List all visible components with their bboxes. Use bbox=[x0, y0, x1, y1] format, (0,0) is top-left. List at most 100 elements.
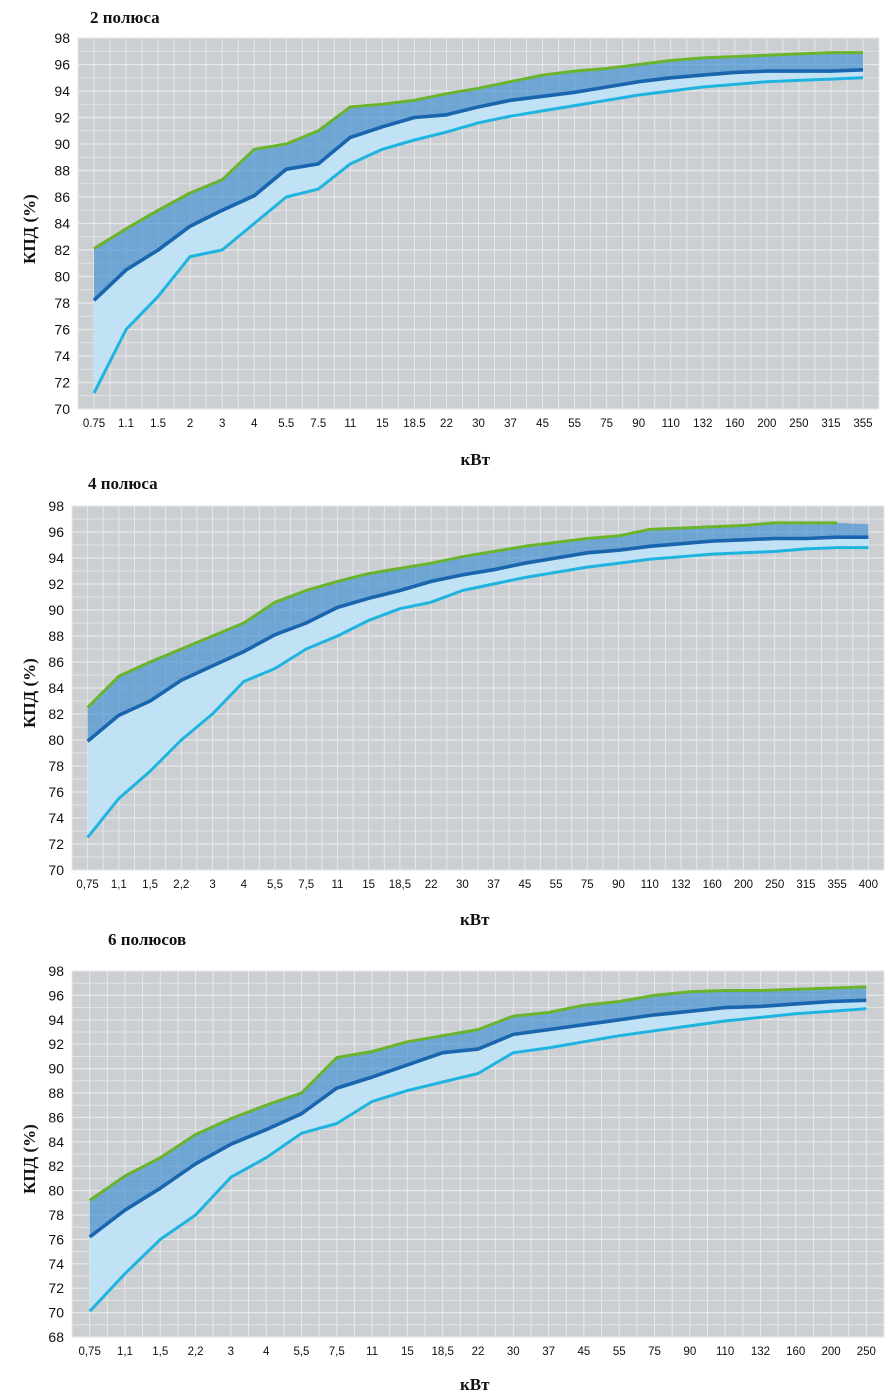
x-tick-label: 250 bbox=[857, 1346, 876, 1358]
x-tick-label: 132 bbox=[671, 879, 690, 891]
series-line-light-blue bbox=[86, 546, 869, 839]
chart-svg: 70 72 74 76 78 80 82 84 86 88 90 92 94 96 98 0.75 1.1 1.5… bbox=[54, 30, 880, 430]
chart-svg: 68 70 72 74 76 78 80 82 84 86 88 90 92 94 96 98 0,75 1,1 1… bbox=[48, 963, 885, 1358]
x-tick-label: 1,5 bbox=[152, 1346, 168, 1358]
series-line-dark-blue bbox=[86, 535, 869, 743]
chart-svg: 70 72 74 76 78 80 82 84 86 88 90 92 94 96 98 0,75 1,1 1,5… bbox=[48, 498, 885, 891]
x-tick-label: 315 bbox=[821, 418, 840, 430]
x-tick-label: 0,75 bbox=[78, 1346, 100, 1358]
y-tick-label: 74 bbox=[54, 348, 70, 364]
y-tick-label: 88 bbox=[54, 163, 70, 179]
x-tick-label: 5.5 bbox=[278, 418, 294, 430]
high-efficiency-band bbox=[87, 522, 869, 742]
y-tick-label: 92 bbox=[48, 1036, 64, 1052]
y-tick-label: 88 bbox=[48, 628, 64, 644]
series-line-dark-blue bbox=[88, 998, 867, 1239]
x-tick-label: 3 bbox=[228, 1346, 234, 1358]
high-efficiency-band bbox=[89, 986, 867, 1237]
x-tick-label: 1.5 bbox=[150, 418, 166, 430]
y-tick-label: 82 bbox=[48, 1158, 64, 1174]
x-tick-label: 1,1 bbox=[117, 1346, 133, 1358]
y-tick-label: 84 bbox=[48, 680, 64, 696]
x-tick-label: 30 bbox=[507, 1346, 520, 1358]
x-tick-label: 37 bbox=[487, 879, 500, 891]
chart-title: 6 полюсов bbox=[108, 930, 187, 949]
series-line-light-blue bbox=[88, 1007, 867, 1313]
y-tick-label: 78 bbox=[48, 1207, 64, 1223]
x-tick-label: 45 bbox=[578, 1346, 591, 1358]
x-tick-label: 4 bbox=[263, 1346, 270, 1358]
x-tick-label: 400 bbox=[859, 879, 878, 891]
y-tick-label: 72 bbox=[54, 375, 70, 391]
x-tick-label: 18,5 bbox=[432, 1346, 454, 1358]
x-tick-label: 4 bbox=[241, 879, 248, 891]
x-tick-label: 15 bbox=[376, 418, 389, 430]
y-tick-label: 96 bbox=[54, 57, 70, 73]
x-tick-label: 5,5 bbox=[267, 879, 283, 891]
x-tick-label: 45 bbox=[518, 879, 531, 891]
series-line-dark-blue bbox=[92, 68, 864, 302]
y-tick-label: 78 bbox=[48, 758, 64, 774]
y-tick-label: 80 bbox=[48, 732, 64, 748]
y-tick-label: 84 bbox=[54, 216, 70, 232]
x-tick-label: 200 bbox=[734, 879, 753, 891]
x-tick-label: 355 bbox=[853, 418, 872, 430]
x-tick-label: 0,75 bbox=[76, 879, 98, 891]
x-tick-label: 4 bbox=[251, 418, 258, 430]
y-tick-label: 70 bbox=[48, 862, 64, 878]
y-tick-label: 76 bbox=[48, 1231, 64, 1247]
y-tick-label: 98 bbox=[54, 30, 70, 46]
x-tick-label: 132 bbox=[751, 1346, 770, 1358]
x-tick-label: 22 bbox=[472, 1346, 485, 1358]
y-tick-label: 86 bbox=[54, 189, 70, 205]
x-tick-label: 355 bbox=[828, 879, 847, 891]
x-tick-label: 200 bbox=[757, 418, 776, 430]
y-tick-label: 82 bbox=[48, 706, 64, 722]
x-tick-label: 11 bbox=[344, 418, 356, 430]
x-tick-label: 200 bbox=[821, 1346, 840, 1358]
y-tick-label: 98 bbox=[48, 498, 64, 514]
x-tick-label: 2 bbox=[187, 418, 193, 430]
y-tick-label: 88 bbox=[48, 1085, 64, 1101]
x-tick-label: 30 bbox=[456, 879, 469, 891]
x-tick-label: 55 bbox=[550, 879, 563, 891]
y-tick-label: 70 bbox=[48, 1305, 64, 1321]
y-tick-label: 94 bbox=[48, 1012, 64, 1028]
y-tick-label: 94 bbox=[48, 550, 64, 566]
x-tick-label: 90 bbox=[632, 418, 645, 430]
x-tick-label: 75 bbox=[581, 879, 594, 891]
x-tick-label: 45 bbox=[536, 418, 549, 430]
y-tick-label: 94 bbox=[54, 83, 70, 99]
chart-title: 4 полюса bbox=[88, 474, 158, 493]
x-tick-label: 2,2 bbox=[188, 1346, 204, 1358]
x-tick-label: 18,5 bbox=[389, 879, 411, 891]
x-tick-label: 22 bbox=[425, 879, 438, 891]
x-tick-label: 90 bbox=[683, 1346, 696, 1358]
standard-efficiency-band bbox=[89, 1000, 867, 1312]
x-tick-label: 15 bbox=[401, 1346, 414, 1358]
x-tick-label: 7,5 bbox=[298, 879, 314, 891]
y-tick-label: 90 bbox=[48, 602, 64, 618]
y-tick-label: 80 bbox=[48, 1183, 64, 1199]
y-tick-label: 74 bbox=[48, 1256, 64, 1272]
x-tick-label: 37 bbox=[542, 1346, 555, 1358]
y-tick-label: 96 bbox=[48, 524, 64, 540]
x-tick-label: 5,5 bbox=[293, 1346, 309, 1358]
x-axis-label: кВт bbox=[460, 1375, 490, 1394]
x-tick-label: 160 bbox=[725, 418, 744, 430]
y-tick-label: 92 bbox=[54, 110, 70, 126]
series-line-light-blue bbox=[92, 76, 864, 394]
high-efficiency-band bbox=[94, 52, 863, 301]
y-tick-label: 98 bbox=[48, 963, 64, 979]
y-tick-label: 70 bbox=[54, 401, 70, 417]
series-line-green bbox=[86, 521, 838, 709]
y-tick-label: 90 bbox=[48, 1061, 64, 1077]
x-tick-label: 55 bbox=[568, 418, 581, 430]
x-axis-label: кВт bbox=[460, 910, 490, 929]
y-tick-label: 86 bbox=[48, 1109, 64, 1125]
x-tick-label: 110 bbox=[662, 418, 680, 430]
y-tick-label: 68 bbox=[48, 1329, 64, 1345]
x-tick-label: 75 bbox=[648, 1346, 661, 1358]
x-tick-label: 0.75 bbox=[83, 418, 105, 430]
x-tick-label: 3 bbox=[209, 879, 215, 891]
